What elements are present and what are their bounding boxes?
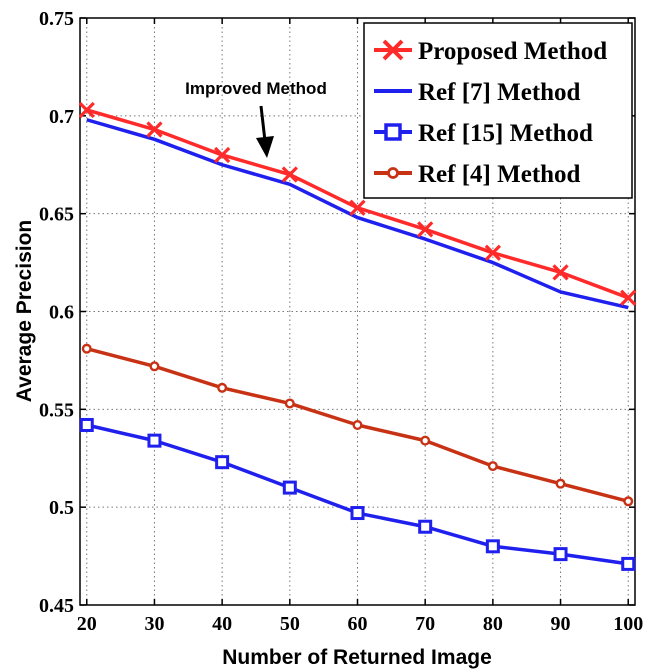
data-point	[349, 199, 366, 216]
data-point	[214, 146, 231, 164]
data-point	[215, 455, 230, 470]
legend: Proposed Method Ref [7] Method Ref [15] Me…	[363, 22, 633, 199]
x-tick-label: 90	[551, 613, 571, 635]
data-point	[485, 539, 500, 554]
data-point	[553, 547, 568, 562]
y-tick-label: 0.65	[39, 204, 74, 226]
annotation-arrow-head	[256, 136, 274, 158]
ticks: 0.45 0.5 0.55 0.6 0.65 0.7 0.75 20 30 40 50 60 70 80 9…	[39, 8, 643, 635]
legend-label: Ref [15] Method	[418, 120, 593, 147]
y-tick-label: 0.55	[39, 399, 74, 421]
data-point	[282, 480, 297, 495]
data-point	[149, 361, 160, 372]
legend-item: Proposed Method	[374, 38, 607, 65]
legend-box	[363, 22, 633, 199]
x-tick-label: 80	[483, 613, 503, 635]
x-tick-label: 70	[415, 613, 435, 635]
annotation: Improved Method	[185, 79, 327, 158]
x-tick-label: 60	[348, 613, 368, 635]
data-point	[281, 166, 298, 183]
data-point	[420, 435, 431, 446]
data-point	[623, 496, 634, 507]
data-point	[146, 121, 163, 138]
series-layer	[78, 101, 637, 571]
x-tick-label: 50	[280, 613, 300, 635]
x-tick-label: 40	[212, 613, 232, 635]
data-point	[487, 461, 498, 472]
legend-label: Proposed Method	[418, 38, 607, 65]
annotation-arrow-shaft	[259, 105, 267, 142]
legend-swatch-marker	[384, 123, 402, 141]
legend-item: Ref [15] Method	[374, 120, 593, 147]
grid	[80, 18, 635, 605]
x-tick-label: 20	[77, 613, 97, 635]
legend-label: Ref [7] Method	[418, 79, 581, 106]
y-tick-label: 0.6	[49, 302, 74, 324]
y-tick-label: 0.7	[49, 106, 74, 128]
data-point	[555, 478, 566, 489]
legend-label: Ref [4] Method	[418, 161, 581, 188]
data-point	[352, 419, 363, 430]
y-tick-label: 0.5	[49, 497, 74, 519]
x-axis-label: Number of Returned Image	[222, 646, 492, 669]
y-axis-label: Average Precision	[13, 220, 36, 402]
x-tick-label: 30	[144, 613, 164, 635]
data-point	[81, 343, 92, 354]
data-point	[418, 519, 433, 534]
data-point	[147, 433, 162, 448]
legend-item: Ref [7] Method	[374, 79, 581, 106]
data-point	[350, 506, 365, 521]
y-tick-label: 0.45	[39, 595, 74, 617]
data-point	[79, 417, 94, 432]
legend-swatch-marker	[382, 39, 404, 61]
data-point	[284, 398, 295, 409]
data-point	[552, 264, 569, 281]
series-2	[79, 417, 636, 571]
annotation-text: Improved Method	[185, 79, 327, 98]
data-point	[621, 556, 636, 571]
series-3	[81, 343, 634, 507]
data-point	[484, 244, 501, 261]
series-line	[86, 118, 629, 310]
data-point	[217, 382, 228, 393]
data-point	[620, 289, 637, 306]
x-tick-label: 100	[613, 613, 643, 635]
data-point	[417, 221, 434, 238]
data-point	[78, 101, 95, 119]
series-1	[86, 118, 629, 310]
y-tick-label: 0.75	[39, 8, 74, 30]
series-0	[78, 101, 637, 306]
legend-swatch-marker	[387, 167, 399, 179]
legend-item: Ref [4] Method	[374, 161, 581, 188]
